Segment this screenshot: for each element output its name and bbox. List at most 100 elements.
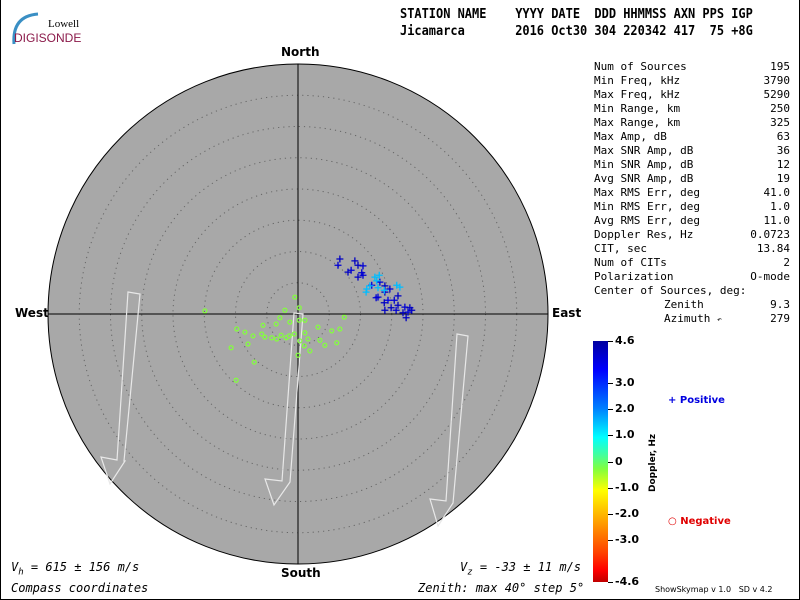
stat-row: Doppler Res, Hz 0.0723 — [594, 228, 790, 242]
stat-label: Max SNR Amp, dB — [594, 144, 694, 157]
source-positive — [375, 271, 383, 279]
source-negative — [274, 336, 280, 342]
stat-row: Num of Sources 195 — [594, 60, 790, 74]
source-positive — [371, 273, 379, 281]
stat-value: 325 — [770, 116, 790, 129]
source-negative — [260, 322, 266, 328]
source-negative — [245, 341, 251, 347]
source-negative — [250, 333, 256, 339]
colorbar-tick — [608, 461, 613, 463]
source-positive — [399, 309, 407, 317]
source-positive — [394, 301, 402, 309]
source-positive — [384, 296, 392, 304]
source-positive — [380, 286, 388, 294]
zenith-label: Zenith — [664, 298, 704, 311]
source-negative — [297, 338, 303, 344]
arrow-icon: ↶ — [716, 315, 722, 324]
stat-value: 19 — [776, 172, 790, 185]
source-negative — [233, 377, 239, 383]
source-negative — [317, 337, 323, 343]
colorbar-tick — [608, 487, 613, 489]
stat-row: Min RMS Err, deg 1.0 — [594, 200, 790, 214]
vh-readout: Vh = 615 ± 156 m/s — [11, 560, 140, 578]
source-negative — [302, 317, 308, 323]
stat-label: Avg SNR Amp, dB — [594, 172, 694, 185]
stat-row: Max SNR Amp, dB 36 — [594, 144, 790, 158]
drift-arrow — [429, 333, 469, 528]
stat-value: 11.0 — [763, 214, 791, 227]
legend-positive: + Positive — [668, 395, 725, 406]
zenith-value: 9.3 — [770, 298, 790, 311]
source-negative — [296, 317, 302, 323]
source-negative — [234, 326, 240, 332]
source-negative — [262, 334, 268, 340]
stat-row: Polarization O-mode — [594, 270, 790, 284]
colorbar-tick-label: -4.6 — [615, 575, 640, 588]
stat-label: Min Freq, kHz — [594, 74, 681, 87]
source-negative — [286, 333, 292, 339]
stat-value: 250 — [770, 102, 790, 115]
stat-value: 2 — [783, 256, 790, 269]
colorbar-tick-label: 4.6 — [615, 334, 635, 347]
stat-value: 63 — [776, 130, 790, 143]
west-label: West — [15, 306, 49, 320]
circle-icon: ○ — [668, 516, 677, 527]
stat-value: 3790 — [763, 74, 791, 87]
source-negative — [202, 308, 208, 314]
source-positive — [359, 262, 367, 270]
coords-label: Compass coordinates — [11, 581, 149, 595]
source-positive — [381, 306, 389, 314]
stat-label: Num of Sources — [594, 60, 687, 73]
source-negative — [259, 331, 265, 337]
east-label: East — [552, 306, 582, 320]
source-negative — [295, 352, 301, 358]
stat-label: Polarization — [594, 270, 674, 283]
north-label: North — [281, 45, 320, 59]
source-negative — [322, 342, 328, 348]
header-values: Jicamarca 2016 Oct30 304 220342 417 75 +… — [400, 24, 753, 39]
colorbar-tick — [608, 409, 613, 411]
source-positive — [402, 314, 410, 322]
source-positive — [362, 288, 370, 296]
source-positive — [366, 282, 374, 290]
source-positive — [334, 261, 342, 269]
source-positive — [387, 304, 395, 312]
source-positive — [344, 268, 352, 276]
stat-label: Max Freq, kHz — [594, 88, 681, 101]
colorbar-tick-label: -3.0 — [615, 533, 640, 547]
center-title: Center of Sources, deg: — [594, 284, 747, 297]
azimuth-label: Azimuth ↶ — [664, 312, 722, 325]
stat-row: Max Freq, kHz 5290 — [594, 88, 790, 102]
source-negative — [301, 343, 307, 349]
drift-arrow — [100, 291, 141, 486]
stat-label: CIT, sec — [594, 242, 647, 255]
colorbar-tick — [608, 513, 613, 515]
source-negative — [292, 294, 298, 300]
colorbar — [593, 341, 608, 582]
source-negative — [251, 359, 257, 365]
colorbar-tick-label: 1.0 — [615, 428, 635, 442]
source-positive — [380, 299, 388, 307]
source-negative — [341, 314, 347, 320]
stat-label: Max RMS Err, deg — [594, 186, 700, 199]
source-positive — [351, 257, 359, 265]
stat-row: Avg RMS Err, deg 11.0 — [594, 214, 790, 228]
source-positive — [336, 255, 344, 263]
source-positive — [390, 296, 398, 304]
source-negative — [282, 307, 288, 313]
legend-negative: ○ Negative — [668, 516, 731, 527]
stat-value: 12 — [776, 158, 790, 171]
drift-arrow — [264, 312, 304, 507]
stat-label: Max Amp, dB — [594, 130, 667, 143]
source-negative — [334, 340, 340, 346]
stat-row: Num of CITs 2 — [594, 256, 790, 270]
stat-label: Min SNR Amp, dB — [594, 158, 694, 171]
logo-digisonde: DIGISONDE — [14, 31, 82, 45]
source-positive — [396, 283, 404, 291]
logo: Lowell DIGISONDE — [10, 10, 90, 46]
stat-label: Max Range, km — [594, 116, 681, 129]
source-negative — [329, 328, 335, 334]
stat-row: CIT, sec 13.84 — [594, 242, 790, 256]
colorbar-tick — [608, 540, 613, 542]
source-positive — [359, 271, 367, 279]
